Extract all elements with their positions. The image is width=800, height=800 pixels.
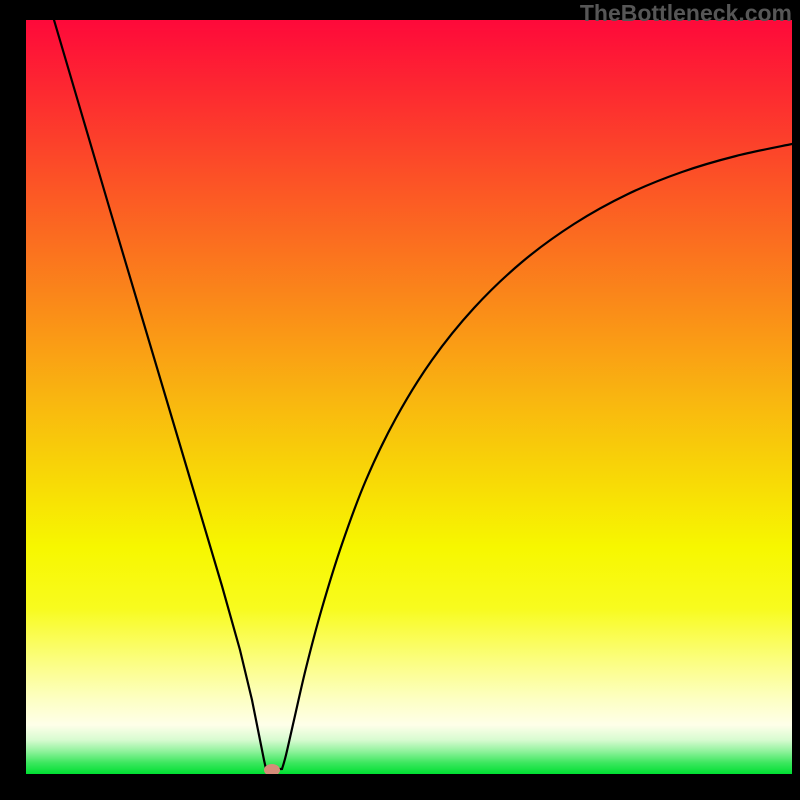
watermark-text: TheBottleneck.com [580,0,792,27]
plot-area [26,20,792,774]
plot-svg [26,20,792,774]
